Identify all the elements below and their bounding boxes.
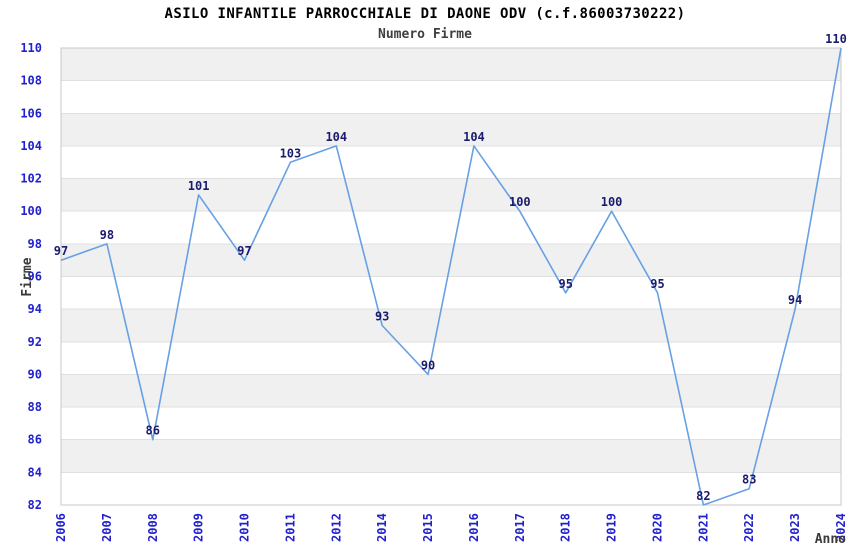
x-tick-label: 2017 bbox=[513, 513, 527, 542]
data-point-label: 98 bbox=[100, 228, 114, 242]
y-tick-label: 104 bbox=[20, 139, 42, 153]
data-point-label: 95 bbox=[558, 277, 572, 291]
y-tick-label: 92 bbox=[28, 335, 42, 349]
data-point-label: 90 bbox=[421, 358, 435, 372]
y-axis-label: Firme bbox=[20, 257, 35, 296]
y-tick-label: 84 bbox=[28, 465, 42, 479]
data-point-label: 82 bbox=[696, 489, 710, 503]
y-tick-label: 96 bbox=[28, 270, 42, 284]
grid-band bbox=[61, 309, 841, 342]
x-tick-label: 2019 bbox=[605, 513, 619, 542]
y-tick-label: 86 bbox=[28, 433, 42, 447]
x-tick-label: 2007 bbox=[100, 513, 114, 542]
data-point-label: 103 bbox=[280, 146, 302, 160]
y-tick-label: 88 bbox=[28, 400, 42, 414]
data-point-label: 94 bbox=[788, 293, 802, 307]
x-tick-label: 2016 bbox=[467, 513, 481, 542]
data-point-label: 95 bbox=[650, 277, 664, 291]
data-point-label: 97 bbox=[237, 244, 251, 258]
chart-subtitle: Numero Firme bbox=[378, 27, 472, 42]
x-tick-label: 2022 bbox=[742, 513, 756, 542]
y-tick-label: 106 bbox=[20, 106, 42, 120]
data-point-label: 86 bbox=[146, 424, 160, 438]
grid-band bbox=[61, 178, 841, 212]
data-point-label: 104 bbox=[463, 130, 485, 144]
y-tick-label: 82 bbox=[28, 498, 42, 512]
x-tick-label: 2014 bbox=[375, 513, 389, 542]
x-tick-label: 2024 bbox=[834, 513, 848, 542]
x-tick-label: 2010 bbox=[238, 513, 252, 542]
chart-title: ASILO INFANTILE PARROCCHIALE DI DAONE OD… bbox=[164, 6, 686, 22]
data-line-series bbox=[60, 47, 842, 506]
y-tick-label: 110 bbox=[20, 41, 42, 55]
data-point-label: 93 bbox=[375, 309, 389, 323]
y-tick-label: 108 bbox=[20, 74, 42, 88]
plot-border bbox=[60, 47, 842, 506]
data-point-label: 100 bbox=[601, 195, 623, 209]
x-tick-label: 2008 bbox=[146, 513, 160, 542]
x-axis-label: Anno bbox=[815, 532, 846, 547]
x-tick-label: 2011 bbox=[283, 513, 297, 542]
x-tick-label: 2012 bbox=[329, 513, 343, 542]
x-tick-label: 2015 bbox=[421, 513, 435, 542]
grid-band bbox=[61, 439, 841, 473]
data-point-label: 97 bbox=[54, 244, 68, 258]
x-tick-label: 2009 bbox=[192, 513, 206, 542]
data-point-label: 83 bbox=[742, 473, 756, 487]
data-point-label: 110 bbox=[825, 32, 847, 46]
data-point-label: 100 bbox=[509, 195, 531, 209]
x-tick-label: 2018 bbox=[559, 513, 573, 542]
x-tick-label: 2020 bbox=[650, 513, 664, 542]
data-point-label: 104 bbox=[325, 130, 347, 144]
data-point-label: 101 bbox=[188, 179, 210, 193]
grid-band bbox=[61, 48, 841, 81]
grid-band bbox=[61, 374, 841, 408]
y-tick-label: 100 bbox=[20, 204, 42, 218]
y-tick-label: 102 bbox=[20, 172, 42, 186]
y-tick-label: 94 bbox=[28, 302, 42, 316]
x-tick-label: 2006 bbox=[54, 513, 68, 542]
x-tick-label: 2023 bbox=[788, 513, 802, 542]
y-tick-label: 90 bbox=[28, 367, 42, 381]
x-tick-label: 2021 bbox=[696, 513, 710, 542]
grid-band bbox=[61, 113, 841, 146]
y-tick-label: 98 bbox=[28, 237, 42, 251]
